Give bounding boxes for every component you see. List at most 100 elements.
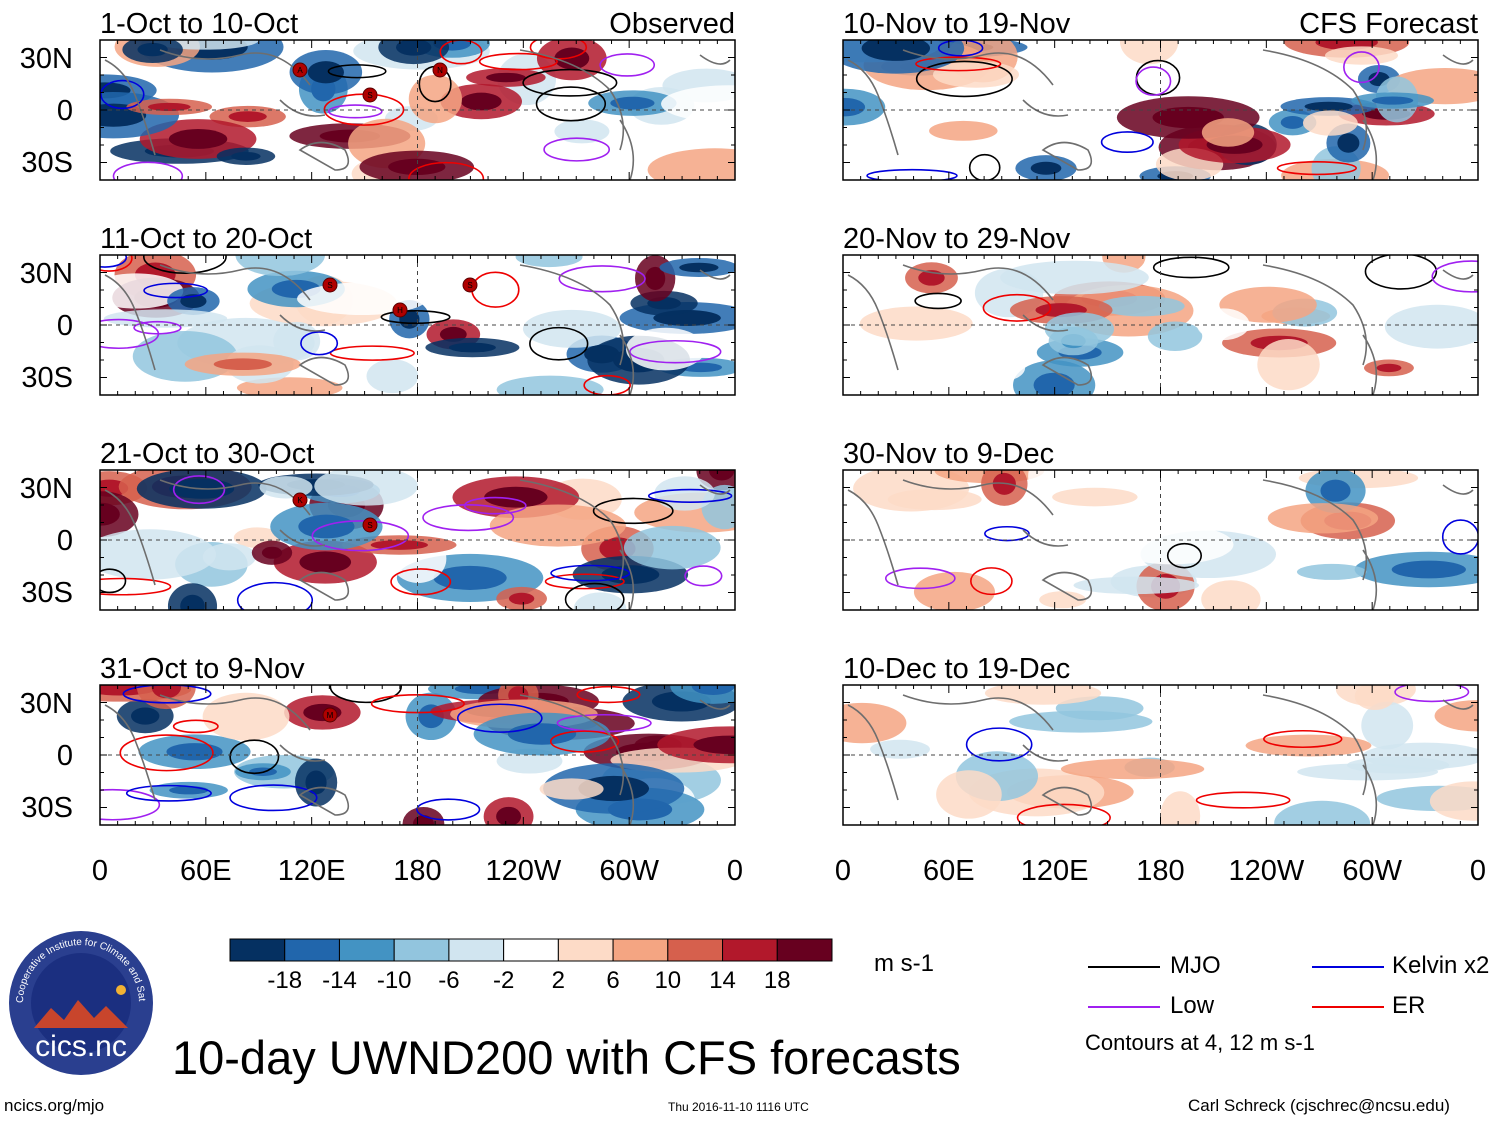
anomaly-blob	[1257, 339, 1320, 391]
anomaly-blob	[1060, 758, 1205, 780]
anomaly-blob	[1361, 701, 1414, 750]
anomaly-blob	[1052, 487, 1138, 507]
contour-loop	[684, 565, 723, 587]
storm-marker	[362, 87, 378, 103]
anomaly-blob	[929, 120, 998, 141]
anomaly-core	[1376, 363, 1402, 373]
colorbar-tick-label: -2	[493, 967, 514, 994]
colorbar-swatch	[393, 938, 450, 962]
anomaly-blob	[573, 592, 627, 610]
anomaly-core	[709, 470, 735, 481]
anomaly-core	[151, 685, 182, 699]
contour-loop	[647, 488, 733, 503]
map-panel-6: 20-Nov to 29-Nov	[842, 223, 1479, 396]
anomaly-core	[1030, 161, 1062, 175]
contour-loop	[549, 730, 620, 753]
x-tick-label: 0	[92, 855, 108, 887]
anomaly-blob	[103, 309, 228, 328]
anomaly-core	[299, 551, 352, 573]
colorbar-tick-label: 14	[709, 967, 736, 994]
legend-label-mjo: MJO	[1170, 952, 1221, 979]
panel-period-label: 10-Nov to 19-Nov	[843, 8, 1071, 40]
anomaly-core	[693, 735, 735, 755]
colorbar-swatch	[776, 938, 833, 962]
contour-loop	[100, 318, 160, 350]
map-panel-2: S H S 11-Oct to 20-Oct 30N 0 30S	[20, 223, 736, 396]
anomaly-blob	[202, 692, 290, 741]
x-tick-label: 120W	[1228, 855, 1304, 887]
anomaly-blob	[1429, 781, 1478, 821]
panel-period-label: 31-Oct to 9-Nov	[100, 653, 305, 685]
y-tick-label: 30N	[20, 473, 73, 505]
legend-label-kelvin: Kelvin x2	[1392, 952, 1490, 979]
anomaly-blob	[1119, 40, 1179, 65]
anomaly-core	[679, 262, 719, 273]
anomaly-blob	[1160, 791, 1201, 825]
contour-loop	[143, 255, 227, 275]
contour-loop	[1441, 519, 1478, 555]
y-tick-label: 0	[57, 310, 73, 342]
anomaly-core	[484, 486, 548, 508]
anomaly-core	[460, 92, 502, 111]
contour-loop	[529, 326, 589, 361]
anomaly-core	[168, 129, 228, 149]
anomaly-blob	[661, 85, 735, 123]
contour-loop	[229, 784, 318, 812]
contour-loop	[229, 739, 280, 775]
anomaly-blob	[554, 119, 610, 144]
anomaly-core	[496, 806, 522, 825]
coastline	[104, 479, 731, 610]
colorbar-swatch	[557, 938, 614, 962]
contour-loop	[915, 56, 1002, 72]
footer-website[interactable]: ncics.org/mjo	[4, 1096, 105, 1115]
anomaly-core	[448, 342, 496, 353]
y-tick-label: 0	[57, 740, 73, 772]
legend-label-low: Low	[1170, 992, 1215, 1019]
anomaly-core	[508, 592, 535, 605]
contour-loop	[1135, 66, 1172, 96]
anomaly-blob	[623, 525, 721, 570]
anomaly-blob	[397, 255, 489, 274]
anomaly-blob	[887, 488, 982, 511]
contour-loop	[550, 564, 631, 582]
contour-loop	[416, 798, 481, 821]
contour-loop	[133, 320, 182, 335]
contour-loop	[866, 168, 958, 180]
x-tick-label: 60W	[1342, 855, 1402, 887]
anomaly-core	[307, 61, 344, 84]
wind-anomaly-field	[100, 40, 735, 180]
contour-loop	[100, 255, 128, 268]
contour-loop	[463, 496, 527, 515]
footer-timestamp: Thu 2016-11-10 1116 UTC	[668, 1100, 809, 1114]
x-tick-label: 60E	[923, 855, 975, 887]
contour-loop	[576, 685, 641, 704]
storm-letter: M	[327, 711, 334, 720]
colorbar-tick-label: -6	[438, 967, 459, 994]
contour-loop	[558, 265, 646, 293]
colorbar-swatch	[284, 938, 340, 962]
map-panel-4: M 31-Oct to 9-Nov 30N 0 30S 0 60E 120E 180 120W 60…	[20, 653, 743, 887]
contour-loop	[408, 161, 485, 180]
storm-letter: S	[367, 91, 372, 100]
contour-loop	[119, 734, 214, 772]
anomaly-core	[691, 685, 735, 695]
wind-anomaly-field	[100, 685, 735, 825]
coastline	[847, 479, 1474, 610]
anomaly-core	[554, 47, 590, 70]
anomaly-blob	[1325, 46, 1399, 65]
contour-loop	[125, 784, 212, 802]
x-tick-label: 180	[1136, 855, 1184, 887]
anomaly-blob	[202, 543, 256, 571]
anomaly-core	[1280, 115, 1305, 129]
colorbar-tick-label: 2	[552, 967, 565, 994]
anomaly-core	[1033, 372, 1075, 395]
contour-loop	[965, 727, 1033, 762]
contour-loop	[478, 52, 558, 71]
contour-loop	[915, 60, 1013, 98]
y-tick-label: 30N	[20, 688, 73, 720]
anomaly-blob	[936, 770, 1002, 819]
storm-letter: A	[297, 66, 303, 75]
contour-loop	[970, 567, 1013, 596]
legend-line-low	[1088, 1006, 1160, 1008]
